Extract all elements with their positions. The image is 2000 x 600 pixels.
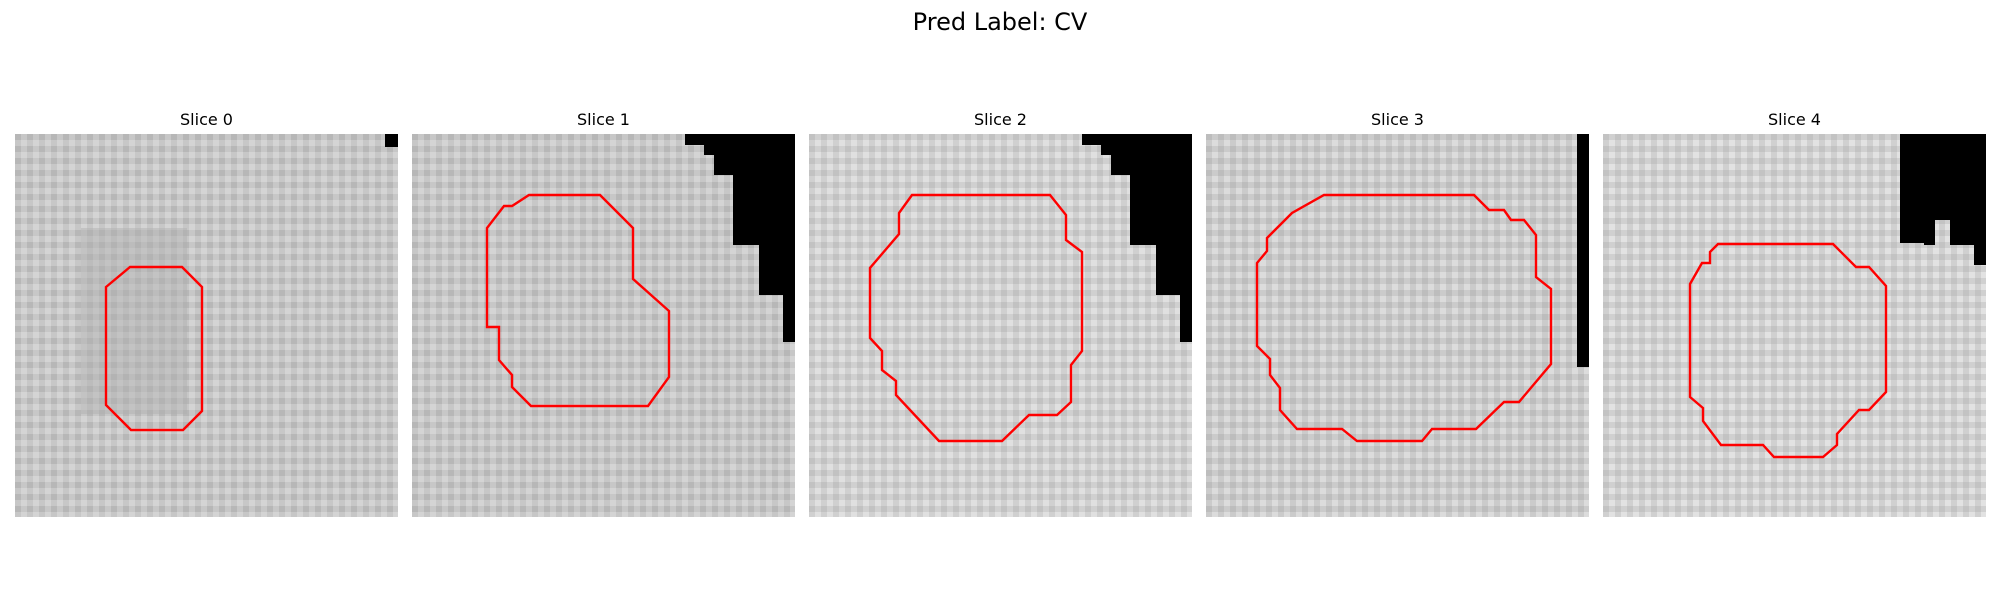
slice-panel-3: Slice 3 [1206,104,1589,531]
slice-image [809,134,1192,517]
slice-image [15,134,398,517]
slice-title: Slice 3 [1206,104,1589,136]
slice-image [1603,134,1986,517]
slice-background [1206,134,1589,517]
slice-title: Slice 0 [15,104,398,136]
slice-title: Slice 1 [412,104,795,136]
slice-image [412,134,795,517]
dark-region [81,228,187,414]
slice-panel-1: Slice 1 [412,104,795,531]
slice-panel-4: Slice 4 [1603,104,1986,531]
slice-panel-0: Slice 0 [15,104,398,531]
slice-title: Slice 2 [809,104,1192,136]
figure-title: Pred Label: CV [0,6,2000,38]
slice-panel-2: Slice 2 [809,104,1192,531]
mask-region [385,134,398,147]
slice-image [1206,134,1589,517]
slice-background [15,134,398,517]
slice-title: Slice 4 [1603,104,1986,136]
